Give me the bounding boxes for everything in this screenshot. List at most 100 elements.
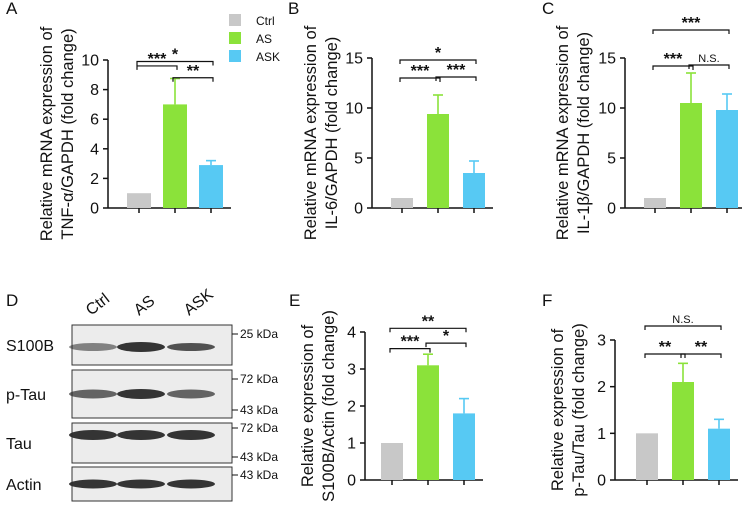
y-tick-label: 0	[354, 201, 363, 218]
blot-band	[69, 479, 117, 489]
y-tick-label: 15	[345, 51, 363, 68]
significance-label: *	[443, 328, 450, 345]
y-tick-label: 1	[597, 426, 606, 443]
significance-label: ***	[664, 51, 683, 68]
legend: Ctrl AS ASK	[229, 14, 280, 64]
y-tick-label: 2	[90, 171, 99, 188]
y-tick-label: 5	[607, 151, 616, 168]
blot-row-label: Tau	[6, 436, 32, 453]
y-tick-label: 2	[597, 379, 606, 396]
bar-as	[163, 104, 187, 208]
bar-ctrl	[391, 198, 413, 208]
significance-bracket	[172, 77, 214, 82]
y-tick-label: 3	[347, 362, 356, 379]
bar-ask	[453, 413, 475, 480]
lane-label-as: AS	[131, 293, 158, 320]
y-tick-label: 1	[347, 436, 356, 453]
significance-bracket	[644, 353, 686, 358]
panel-letter: F	[542, 291, 552, 310]
bar-ctrl	[127, 193, 151, 208]
significance-label: *	[172, 46, 179, 63]
y-axis-label: Relative expression of S100B/Actin (fold …	[299, 310, 338, 502]
blot-row-label: p-Tau	[6, 387, 46, 404]
kda-marker: 25 kDa	[240, 327, 278, 341]
significance-bracket	[399, 59, 477, 64]
panel-letter: C	[542, 0, 554, 18]
blot-band	[117, 389, 165, 399]
significance-label: ***	[148, 51, 167, 68]
significance-label: ***	[682, 15, 701, 32]
legend-label: AS	[256, 32, 272, 46]
significance-label: N.S.	[672, 314, 693, 326]
blot-row-label: Actin	[6, 477, 42, 494]
significance-bracket	[399, 77, 441, 82]
blot-band	[167, 430, 215, 440]
blot-band	[167, 479, 215, 489]
blot-band	[117, 479, 165, 489]
blot-row-tau: Tau 72 kDa 43 kDa	[6, 421, 278, 464]
y-tick-label: 0	[90, 201, 99, 218]
significance-label: **	[659, 339, 672, 356]
panel-f: F 0 1 2 3 N.S. ** ** Relative expression of p-Tau…	[542, 291, 738, 497]
kda-marker: 43 kDa	[240, 403, 278, 417]
bar-ask	[463, 173, 485, 208]
y-tick-label: 4	[347, 325, 356, 342]
panel-letter: E	[289, 291, 300, 310]
bar-as	[672, 382, 694, 480]
y-axis-label: Relative mRNA expression of TNF-α/GAPDH (…	[38, 26, 77, 241]
blot-band	[69, 343, 117, 351]
blot-row-s100b: S100B 25 kDa	[6, 324, 278, 366]
panel-letter: B	[288, 0, 299, 18]
kda-marker: 43 kDa	[240, 468, 278, 482]
legend-swatch	[229, 50, 241, 62]
significance-bracket	[680, 353, 722, 358]
blot-row-actin: Actin 43 kDa	[6, 466, 278, 502]
significance-bracket	[136, 60, 214, 66]
y-axis-label: Relative expression of p-Tau/Tau (fold ch…	[549, 323, 588, 496]
significance-bracket	[644, 325, 722, 330]
bar-as	[680, 103, 702, 208]
significance-label: **	[187, 63, 200, 80]
significance-label: N.S.	[698, 53, 719, 65]
lane-label-ctrl: Ctrl	[83, 290, 113, 319]
bar-ask	[716, 110, 738, 208]
y-tick-label: 15	[598, 51, 616, 68]
significance-label: ***	[411, 63, 430, 80]
y-tick-label: 8	[90, 82, 99, 99]
y-axis-label: Relative mRNA expression of IL-6/GAPDH (f…	[302, 25, 341, 240]
kda-marker: 72 kDa	[240, 372, 278, 386]
kda-marker: 43 kDa	[240, 450, 278, 464]
significance-label: **	[422, 313, 435, 330]
y-axis-label: Relative mRNA expression of IL-1β/GAPDH (…	[554, 25, 593, 240]
y-tick-label: 6	[90, 112, 99, 129]
blot-band	[69, 430, 117, 440]
significance-label: ***	[447, 62, 466, 79]
significance-bracket	[425, 342, 467, 348]
bar-ctrl	[381, 443, 403, 480]
bar-ctrl	[644, 198, 666, 208]
y-tick-label: 5	[354, 151, 363, 168]
y-tick-label: 0	[597, 473, 606, 490]
y-tick-label: 10	[345, 101, 363, 118]
y-tick-label: 4	[90, 141, 99, 158]
significance-bracket	[652, 29, 730, 34]
y-tick-label: 0	[607, 201, 616, 218]
significance-label: **	[695, 339, 708, 356]
bar-as	[417, 365, 439, 480]
y-tick-label: 3	[597, 333, 606, 350]
blot-band	[167, 389, 215, 399]
panel-letter: D	[6, 291, 18, 310]
significance-bracket	[389, 348, 431, 353]
panel-c: C 0 5 10 15 *** *** N.S. Relative mRNA expressio…	[542, 0, 742, 240]
significance-bracket	[389, 327, 467, 333]
significance-bracket	[136, 65, 178, 70]
bar-ctrl	[636, 433, 658, 480]
y-tick-label: 10	[598, 101, 616, 118]
legend-label: ASK	[256, 50, 280, 64]
blot-band	[167, 343, 215, 351]
